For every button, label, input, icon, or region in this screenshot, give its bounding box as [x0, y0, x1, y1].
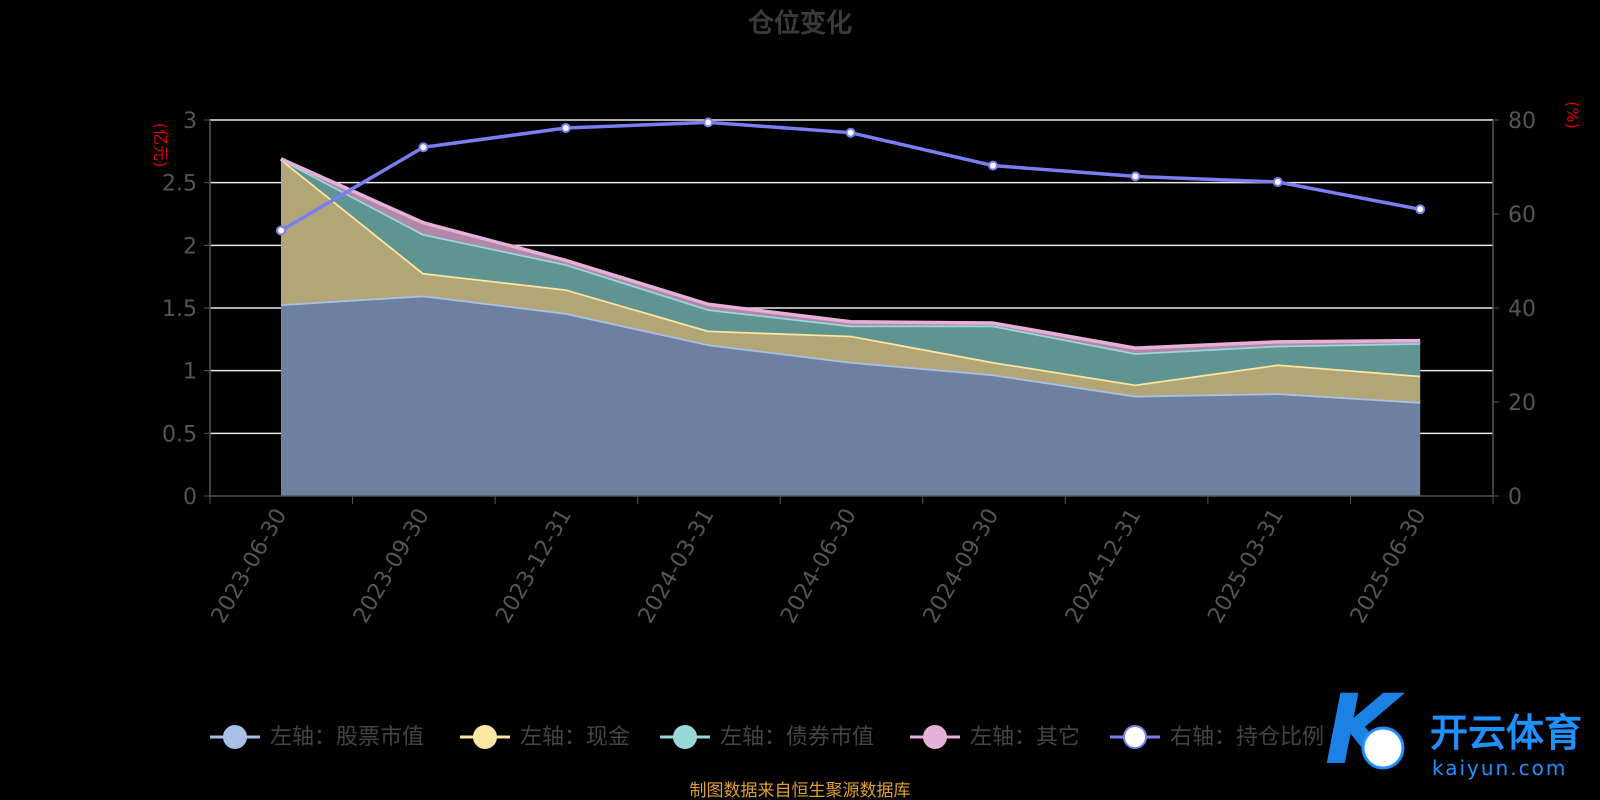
ratio-point [1130, 171, 1141, 182]
area-3 [281, 158, 1421, 385]
legend-label: 右轴：持仓比例 [1170, 725, 1324, 750]
x-tick-label: 2025-03-31 [1203, 505, 1289, 628]
x-tick-label: 2024-09-30 [919, 505, 1005, 628]
left-tick-label: 1 [183, 360, 197, 385]
legend-item: 左轴：债券市值 [660, 725, 874, 750]
x-tick-label: 2024-12-31 [1061, 505, 1147, 628]
legend-marker [473, 725, 497, 749]
area-line-4 [280, 157, 1421, 350]
watermark-name: 开云体育 [1430, 711, 1582, 755]
chart-title: 仓位变化 [747, 8, 852, 39]
legend-item: 左轴：其它 [910, 725, 1080, 750]
x-tick-label: 2025-06-30 [1346, 505, 1432, 628]
legend-label: 左轴：其它 [970, 725, 1080, 750]
legend-marker [1123, 725, 1147, 749]
ratio-line [276, 117, 1426, 236]
x-tick-label: 2024-06-30 [776, 505, 862, 628]
x-tick-label: 2024-03-31 [634, 505, 720, 628]
left-tick-label: 3 [183, 109, 197, 134]
ratio-point [1272, 177, 1283, 188]
ratio-point [988, 160, 998, 171]
right-tick-label: 0 [1508, 485, 1522, 510]
legend-marker [923, 725, 947, 749]
right-tick-label: 60 [1508, 203, 1536, 228]
left-tick-label: 2.5 [162, 172, 197, 197]
right-tick-label: 80 [1508, 109, 1536, 134]
x-tick-label: 2023-09-30 [349, 505, 435, 628]
right-axis-unit: (%) [1563, 101, 1582, 129]
watermark-logo: K 开云体育 kaiyun.com [1325, 674, 1582, 786]
ratio-point [1415, 204, 1426, 215]
legend-marker [223, 725, 247, 749]
left-tick-label: 2 [183, 234, 197, 259]
right-tick-label: 20 [1508, 391, 1536, 416]
watermark-sub: kaiyun.com [1432, 756, 1567, 780]
ratio-point [703, 117, 714, 128]
left-tick-label: 1.5 [162, 297, 197, 322]
ratio-point [276, 225, 286, 236]
ratio-point [845, 127, 856, 138]
left-tick-label: 0 [183, 485, 197, 510]
legend-label: 左轴：现金 [520, 725, 630, 750]
data-source-note: 制图数据来自恒生聚源数据库 [690, 781, 911, 800]
legend-label: 左轴：债券市值 [720, 725, 874, 750]
stacked-areas [279, 157, 1421, 496]
legend-marker [673, 725, 697, 749]
right-tick-label: 40 [1508, 297, 1536, 322]
legend-item: 右轴：持仓比例 [1110, 725, 1324, 750]
soccer-ball-icon [1361, 726, 1405, 770]
left-tick-label: 0.5 [162, 422, 197, 447]
legend: 左轴：股票市值 左轴：现金 左轴：债券市值 左轴：其它 右轴：持仓比例 [210, 725, 1324, 750]
x-tick-label: 2023-06-30 [207, 505, 293, 628]
x-tick-label: 2023-12-31 [491, 505, 577, 628]
left-axis-unit: (亿元) [151, 123, 170, 168]
ratio-point [560, 122, 571, 133]
ratio-polyline [280, 120, 1421, 232]
ratio-point [418, 142, 429, 153]
area-1 [281, 295, 1421, 496]
legend-label: 左轴：股票市值 [270, 725, 424, 750]
legend-item: 左轴：现金 [460, 725, 630, 750]
area-2 [281, 158, 1421, 402]
legend-item: 左轴：股票市值 [210, 725, 424, 750]
